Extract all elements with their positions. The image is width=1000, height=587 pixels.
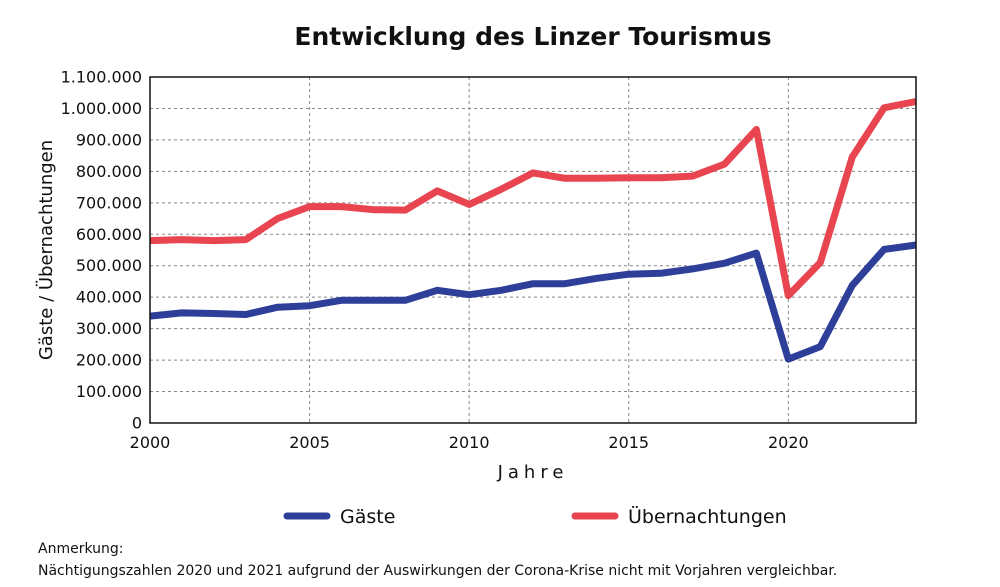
- chart-title: Entwicklung des Linzer Tourismus: [294, 22, 771, 51]
- note-heading: Anmerkung:: [38, 541, 124, 557]
- y-tick-label: 200.000: [76, 351, 142, 370]
- legend: Gäste Übernachtungen: [283, 505, 787, 528]
- legend-label: Gäste: [340, 506, 395, 528]
- plot-area-frame: [149, 76, 917, 424]
- y-tick-label: 100.000: [76, 382, 142, 401]
- x-tick-label: 2020: [768, 433, 809, 452]
- x-tick-label: 2005: [289, 433, 330, 452]
- y-tick-label: 0: [132, 414, 142, 433]
- series-line: [149, 241, 917, 363]
- x-axis-ticks: 2000 2005 2010 2015 2020: [130, 433, 809, 452]
- y-tick-label: 1.100.000: [61, 68, 142, 87]
- note-text: Nächtigungszahlen 2020 und 2021 aufgrund…: [38, 563, 838, 579]
- x-tick-label: 2015: [608, 433, 649, 452]
- x-axis-label: Jahre: [497, 462, 569, 483]
- y-axis-label: Gäste / Übernachtungen: [35, 140, 57, 360]
- grid: [150, 77, 916, 423]
- y-axis-ticks: 0 100.000 200.000 300.000 400.000 500.000 600.…: [61, 68, 142, 433]
- y-tick-label: 700.000: [76, 193, 142, 212]
- y-tick-label: 1.000.000: [61, 99, 142, 118]
- x-tick-label: 2000: [130, 433, 171, 452]
- y-tick-label: 600.000: [76, 225, 142, 244]
- y-tick-label: 300.000: [76, 319, 142, 338]
- x-tick-label: 2010: [449, 433, 490, 452]
- y-tick-label: 500.000: [76, 256, 142, 275]
- series-lines: [149, 98, 917, 363]
- y-tick-label: 800.000: [76, 162, 142, 181]
- legend-label: Übernachtungen: [628, 505, 787, 528]
- y-tick-label: 400.000: [76, 288, 142, 307]
- y-tick-label: 900.000: [76, 130, 142, 149]
- series-line: [149, 98, 917, 300]
